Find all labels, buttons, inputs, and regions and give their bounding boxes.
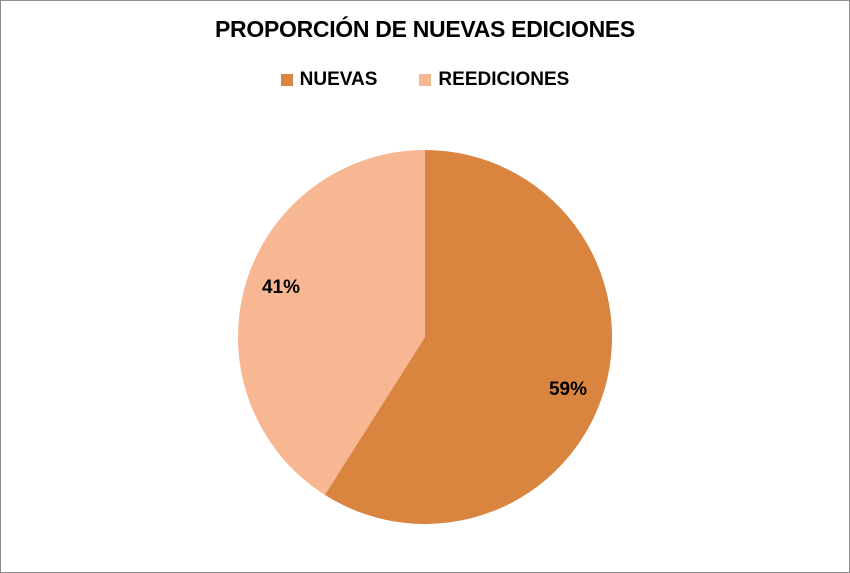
data-label-reediciones: 41% [262,277,300,298]
legend-label-nuevas: NUEVAS [299,69,378,90]
legend-swatch-reediciones [419,74,432,86]
legend-label-reediciones: REEDICIONES [438,69,570,90]
pie-slice-reediciones [238,150,425,495]
pie-slice-nuevas [324,150,612,525]
chart-title: PROPORCIÓN DE NUEVAS EDICIONES [215,16,635,42]
legend: NUEVAS REEDICIONES [0,69,850,91]
data-label-nuevas: 59% [549,379,587,400]
legend-item-reediciones: REEDICIONES [419,69,569,91]
legend-item-nuevas: NUEVAS [280,69,378,91]
legend-swatch-nuevas [280,74,293,86]
